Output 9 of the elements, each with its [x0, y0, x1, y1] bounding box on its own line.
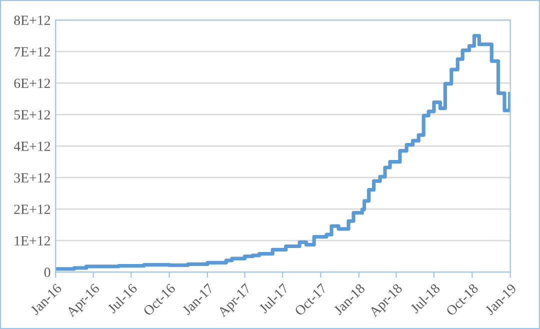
y-tick-label: 0 [44, 268, 50, 278]
y-tick-label: 1E+12 [14, 236, 50, 246]
y-tick-label: 3E+12 [14, 173, 50, 183]
y-tick-label: 2E+12 [14, 204, 50, 214]
y-tick-label: 5E+12 [14, 110, 50, 120]
y-tick-label: 8E+12 [14, 16, 50, 26]
y-tick-label: 4E+12 [14, 142, 50, 151]
y-tick-label: 6E+12 [14, 78, 50, 88]
y-tick-label: 7E+12 [14, 47, 50, 56]
